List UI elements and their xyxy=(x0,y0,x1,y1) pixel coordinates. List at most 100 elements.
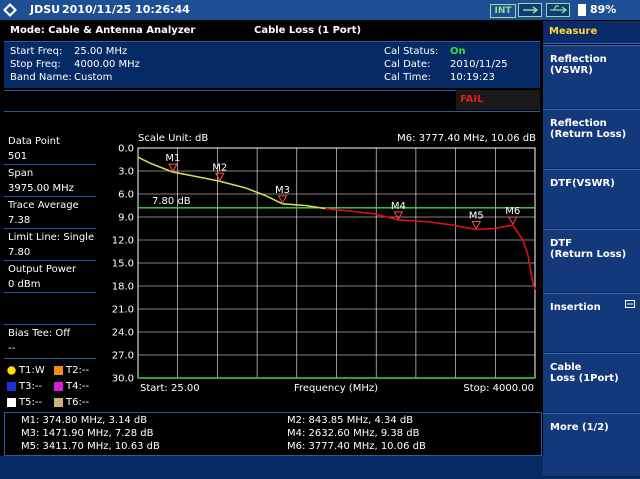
softkey-reflection-return-loss[interactable]: Reflection (Return Loss) xyxy=(543,109,640,169)
data-point-label: Data Point xyxy=(8,136,60,147)
trace2-label[interactable]: T2:-- xyxy=(66,365,90,376)
trace-average-value[interactable]: 7.38 xyxy=(8,215,31,226)
cal-date-label: Cal Date: xyxy=(384,59,431,70)
softkey-label: Reflection (VSWR) xyxy=(550,54,607,76)
trace3-square-icon xyxy=(7,382,16,391)
softkey-label: More (1/2) xyxy=(550,422,609,433)
trace-segment xyxy=(305,204,326,210)
chart-area[interactable]: Scale Unit: dB M6: 3777.40 MHz, 10.06 dB… xyxy=(100,128,540,410)
stop-freq-axis-label: Stop: 4000.00 xyxy=(463,383,534,394)
jdsu-logo-icon xyxy=(3,3,17,17)
trace5-label[interactable]: T5:-- xyxy=(19,397,43,408)
data-point-value[interactable]: 501 xyxy=(8,151,28,162)
chart-grid xyxy=(137,147,536,379)
y-tick-label: 0.0 xyxy=(118,144,134,155)
span-value[interactable]: 3975.00 MHz xyxy=(8,183,74,194)
trace3-label[interactable]: T3:-- xyxy=(19,381,43,392)
softkey-insertion[interactable]: Insertion xyxy=(543,293,640,353)
active-marker-readout: M6: 3777.40 MHz, 10.06 dB xyxy=(397,133,536,144)
softkey-dtf-vswr[interactable]: DTF(VSWR) xyxy=(543,169,640,229)
y-tick-label: 15.0 xyxy=(112,259,134,270)
cal-time-label: Cal Time: xyxy=(384,72,431,83)
fail-text: FAIL xyxy=(460,94,484,105)
softkey-dtf-return-loss[interactable]: DTF (Return Loss) xyxy=(543,229,640,293)
cable-loss-chart[interactable]: Scale Unit: dB M6: 3777.40 MHz, 10.06 dB… xyxy=(100,128,540,410)
marker-row: M6: 3777.40 MHz, 10.06 dB xyxy=(287,441,426,452)
marker-triangle xyxy=(168,163,178,173)
limit-line-value[interactable]: 7.80 xyxy=(8,247,31,258)
start-freq-value: 25.00 MHz xyxy=(74,46,128,57)
stop-freq-value: 4000.00 MHz xyxy=(74,59,140,70)
limit-line-label: 7.80 dB xyxy=(152,196,191,207)
trace-segment xyxy=(172,171,196,178)
settings-panel: Data Point 501 Span 3975.00 MHz Trace Av… xyxy=(4,128,96,410)
marker-label: M3 xyxy=(275,185,290,196)
trace4-square-icon xyxy=(54,382,63,391)
mode-label: Mode: Cable & Antenna Analyzer xyxy=(10,25,196,36)
trace6-square-icon xyxy=(54,398,63,407)
battery-percent: 89% xyxy=(590,3,617,16)
softkey-label: DTF (Return Loss) xyxy=(550,238,627,260)
softkey-label: Insertion xyxy=(550,302,601,313)
trace-segment xyxy=(282,203,306,207)
stop-freq-label: Stop Freq: xyxy=(10,59,61,70)
y-tick-label: 27.0 xyxy=(112,351,134,362)
trace-segment xyxy=(195,175,220,183)
marker-triangle xyxy=(507,216,518,226)
y-tick-label: 3.0 xyxy=(118,167,134,178)
bias-tee-value[interactable]: -- xyxy=(8,343,16,354)
marker-label: M4 xyxy=(391,201,406,212)
cal-status-label: Cal Status: xyxy=(384,46,439,57)
softkey-reflection-vswr[interactable]: Reflection (VSWR) xyxy=(543,45,640,109)
message-bar xyxy=(4,90,540,112)
trace1-label[interactable]: T1:W xyxy=(19,365,45,376)
softkey-label: DTF(VSWR) xyxy=(550,178,615,189)
mode-header: Mode: Cable & Antenna Analyzer Cable Los… xyxy=(4,21,540,42)
trace-segment xyxy=(375,213,399,221)
softkey-label: Cable Loss (1Port) xyxy=(550,362,619,384)
output-power-value[interactable]: 0 dBm xyxy=(8,279,41,290)
span-label: Span xyxy=(8,168,34,179)
y-tick-label: 9.0 xyxy=(118,213,134,224)
trace-segment xyxy=(494,224,513,230)
y-tick-label: 12.0 xyxy=(112,236,134,247)
marker-label: M1 xyxy=(165,153,180,164)
trace-segment xyxy=(531,278,536,291)
trace-segment xyxy=(476,227,496,231)
battery-icon xyxy=(578,4,586,16)
band-name-label: Band Name: xyxy=(10,72,72,83)
trace-segment xyxy=(527,255,533,279)
trace-segment xyxy=(512,224,524,241)
fail-indicator: FAIL xyxy=(456,90,540,110)
trace-segment xyxy=(219,180,246,189)
trace2-square-icon xyxy=(54,366,63,375)
marker-triangle xyxy=(214,172,225,182)
start-freq-label: Start Freq: xyxy=(10,46,63,57)
marker-group: M1 M2 M3 M4 M5 M6 xyxy=(165,153,520,230)
softkey-cable-loss[interactable]: Cable Loss (1Port) xyxy=(543,353,640,413)
trace5-square-icon xyxy=(7,398,16,407)
marker-label: M6 xyxy=(505,206,520,217)
start-freq-axis-label: Start: 25.00 xyxy=(140,383,200,394)
int-badge: INT xyxy=(490,4,516,18)
trace4-label[interactable]: T4:-- xyxy=(66,381,90,392)
trace6-label[interactable]: T6:-- xyxy=(66,397,90,408)
trace-segment xyxy=(325,207,356,213)
limit-line-label: Limit Line: Single xyxy=(8,232,95,243)
network-icon xyxy=(518,3,542,17)
marker-label: M5 xyxy=(469,210,484,221)
trace-segment xyxy=(355,210,376,215)
usb-icon xyxy=(546,3,570,17)
status-bar: JDSU 2010/11/25 10:26:44 INT 89% xyxy=(0,0,640,20)
marker-row: M2: 843.85 MHz, 4.34 dB xyxy=(287,415,414,426)
trace-segment xyxy=(425,220,451,226)
marker-label: M2 xyxy=(212,162,227,173)
band-name-value: Custom xyxy=(74,72,113,83)
brand-name: JDSU xyxy=(30,3,61,16)
marker-row: M5: 3411.70 MHz, 10.63 dB xyxy=(21,441,160,452)
scale-unit-label: Scale Unit: dB xyxy=(138,133,208,144)
softkey-more[interactable]: More (1/2) xyxy=(543,413,640,477)
cal-date-value: 2010/11/25 xyxy=(450,59,508,70)
output-power-label: Output Power xyxy=(8,264,77,275)
marker-row: M1: 374.80 MHz, 3.14 dB xyxy=(21,415,148,426)
